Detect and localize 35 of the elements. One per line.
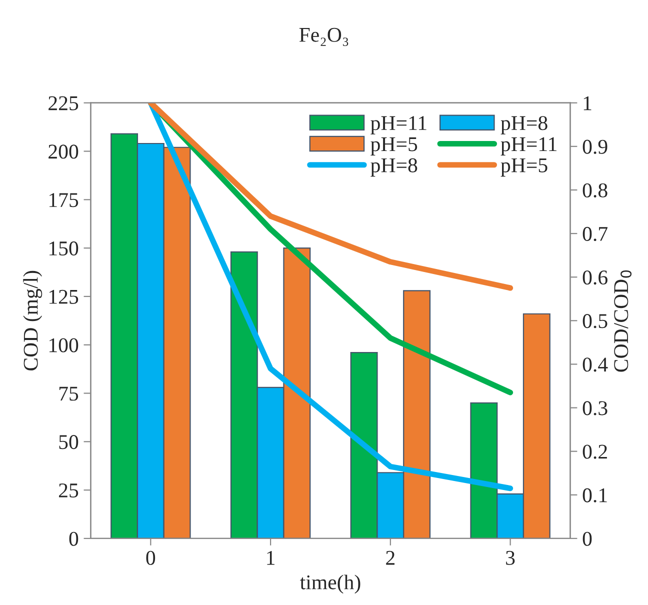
y2-tick-label: 0.5 (582, 314, 608, 328)
y2-tick-label: 0 (582, 532, 592, 546)
y-tick-label: 225 (48, 96, 78, 110)
legend-label: pH=8 (370, 158, 418, 177)
y2-tick-label: 0.6 (582, 270, 608, 285)
y-tick-label: 0 (69, 532, 78, 546)
y2-tick-label: 0.3 (582, 401, 608, 416)
x-tick-label: 2 (386, 550, 394, 565)
y-tick-label: 125 (49, 290, 78, 304)
y2-tick-label: 0.1 (582, 488, 607, 502)
legend-label: pH=8 (500, 116, 548, 134)
y-tick-label: 25 (58, 483, 78, 498)
y-tick-label: 100 (49, 338, 78, 352)
chart-title: Fe₂O₃ (299, 28, 348, 46)
y2-tick-label: 0.7 (582, 226, 608, 242)
legend-label: pH=11 (500, 137, 556, 156)
legend-label: pH=5 (500, 158, 548, 177)
y-tick-label: 75 (59, 386, 78, 401)
y-tick-label: 50 (59, 435, 78, 450)
y-tick-label: 200 (48, 144, 78, 159)
y-tick-label: 175 (49, 193, 78, 208)
x-tick-label: 0 (146, 550, 156, 565)
x-tick-label: 1 (267, 550, 274, 565)
legend-label: pH=11 (370, 116, 426, 134)
x-axis-title: time(h) (300, 574, 360, 594)
legend-label: pH=5 (370, 137, 418, 156)
y2-tick-label: 0.9 (582, 140, 608, 154)
y-tick-label: 150 (49, 241, 78, 256)
x-tick-label: 3 (506, 550, 515, 565)
y-axis-title: COD (mg/l) (23, 270, 42, 370)
y2-tick-label: 0.8 (582, 183, 608, 198)
y2-tick-label: 1 (584, 96, 592, 110)
y2-tick-label: 0.4 (582, 358, 608, 372)
y2-axis-title: COD/COD$_{0}$ (614, 270, 632, 372)
y2-tick-label: 0.2 (582, 444, 607, 459)
